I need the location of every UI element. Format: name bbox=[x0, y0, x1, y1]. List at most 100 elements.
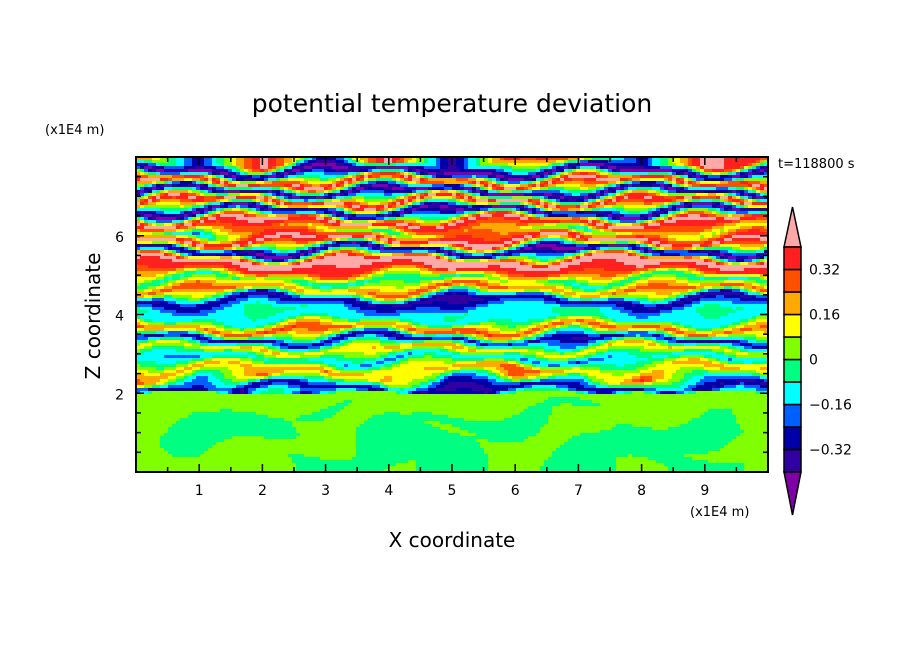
contour-cell bbox=[168, 157, 177, 161]
contour-cell bbox=[344, 157, 349, 161]
contour-cell bbox=[188, 298, 201, 302]
contour-cell bbox=[168, 283, 173, 287]
contour-cell bbox=[364, 235, 377, 239]
contour-cell bbox=[232, 349, 253, 353]
contour-cell bbox=[136, 403, 337, 407]
contour-cell bbox=[136, 382, 145, 386]
contour-cell bbox=[532, 190, 561, 194]
contour-cell bbox=[688, 160, 693, 164]
contour-cell bbox=[136, 271, 169, 275]
contour-cell bbox=[252, 160, 261, 164]
contour-cell bbox=[488, 391, 497, 395]
contour-cell bbox=[236, 376, 265, 380]
contour-cell bbox=[244, 166, 253, 170]
contour-cell bbox=[380, 238, 389, 242]
contour-cell bbox=[672, 376, 685, 380]
contour-cell bbox=[332, 253, 337, 257]
contour-cell bbox=[736, 310, 769, 314]
contour-cell bbox=[328, 208, 337, 212]
contour-cell bbox=[668, 193, 697, 197]
contour-cell bbox=[696, 343, 721, 347]
contour-cell bbox=[528, 238, 533, 242]
contour-cell bbox=[544, 334, 553, 338]
contour-cell bbox=[532, 217, 541, 221]
contour-cell bbox=[288, 322, 297, 326]
contour-cell bbox=[176, 268, 185, 272]
contour-cell bbox=[348, 208, 353, 212]
contour-cell bbox=[592, 190, 597, 194]
contour-cell bbox=[524, 178, 533, 182]
contour-cell bbox=[680, 211, 685, 215]
contour-cell bbox=[212, 355, 249, 359]
contour-cell bbox=[288, 199, 293, 203]
contour-cell bbox=[468, 229, 493, 233]
contour-cell bbox=[344, 304, 353, 308]
contour-cell bbox=[604, 268, 637, 272]
contour-cell bbox=[476, 433, 537, 437]
contour-cell bbox=[204, 295, 213, 299]
contour-cell bbox=[264, 331, 269, 335]
contour-cell bbox=[340, 184, 345, 188]
contour-cell bbox=[576, 253, 581, 257]
contour-cell bbox=[152, 241, 169, 245]
contour-cell bbox=[456, 343, 461, 347]
contour-cell bbox=[464, 334, 473, 338]
contour-cell bbox=[356, 172, 361, 176]
contour-cell bbox=[532, 238, 537, 242]
contour-cell bbox=[556, 166, 561, 170]
contour-cell bbox=[240, 292, 245, 296]
contour-cell bbox=[460, 343, 465, 347]
contour-cell bbox=[372, 346, 377, 350]
contour-cell bbox=[204, 184, 209, 188]
contour-cell bbox=[752, 346, 769, 350]
contour-cell bbox=[536, 364, 549, 368]
contour-cell bbox=[532, 385, 557, 389]
contour-cell bbox=[192, 232, 201, 236]
contour-cell bbox=[748, 175, 753, 179]
contour-cell bbox=[468, 178, 477, 182]
contour-cell bbox=[656, 331, 665, 335]
contour-cell bbox=[416, 172, 421, 176]
contour-cell bbox=[636, 286, 697, 290]
contour-cell bbox=[548, 418, 693, 422]
contour-cell bbox=[424, 220, 441, 224]
contour-cell bbox=[668, 211, 673, 215]
contour-cell bbox=[516, 340, 525, 344]
contour-cell bbox=[224, 265, 241, 269]
contour-cell bbox=[192, 319, 217, 323]
contour-cell bbox=[136, 178, 141, 182]
contour-cell bbox=[716, 202, 721, 206]
contour-cell bbox=[540, 367, 573, 371]
contour-cell bbox=[712, 337, 745, 341]
contour-cell bbox=[696, 391, 757, 395]
contour-cell bbox=[232, 178, 237, 182]
contour-cell bbox=[600, 193, 605, 197]
contour-cell bbox=[508, 256, 529, 260]
contour-cell bbox=[396, 208, 401, 212]
contour-cell bbox=[544, 295, 549, 299]
contour-cell bbox=[556, 223, 581, 227]
contour-cell bbox=[136, 445, 161, 449]
contour-field bbox=[136, 157, 769, 473]
contour-cell bbox=[528, 343, 549, 347]
contour-cell bbox=[584, 328, 593, 332]
contour-cell bbox=[560, 325, 569, 329]
contour-cell bbox=[532, 379, 541, 383]
contour-cell bbox=[484, 181, 489, 185]
contour-cell bbox=[476, 214, 481, 218]
contour-cell bbox=[560, 196, 565, 200]
contour-cell bbox=[720, 181, 729, 185]
contour-cell bbox=[616, 259, 705, 263]
contour-cell bbox=[492, 181, 497, 185]
contour-cell bbox=[552, 172, 557, 176]
contour-cell bbox=[316, 256, 321, 260]
contour-cell bbox=[656, 388, 685, 392]
contour-cell bbox=[744, 187, 749, 191]
contour-cell bbox=[692, 271, 701, 275]
contour-cell bbox=[624, 187, 629, 191]
contour-cell bbox=[440, 376, 445, 380]
contour-cell bbox=[448, 223, 457, 227]
contour-cell bbox=[316, 250, 321, 254]
contour-cell bbox=[368, 205, 377, 209]
contour-cell bbox=[232, 229, 265, 233]
